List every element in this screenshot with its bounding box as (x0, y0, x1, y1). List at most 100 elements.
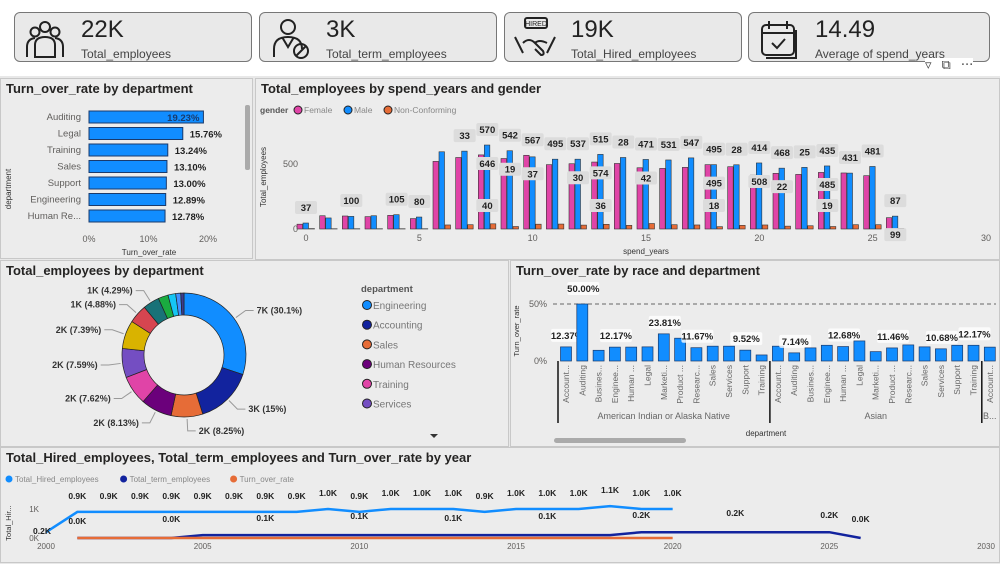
bar[interactable] (89, 177, 166, 189)
bar[interactable] (789, 353, 800, 361)
bar-female[interactable] (365, 217, 371, 229)
bar[interactable] (838, 347, 849, 361)
bar-male[interactable] (711, 165, 717, 229)
bar-non-conforming[interactable] (626, 225, 632, 229)
bar-male[interactable] (824, 166, 830, 229)
bar[interactable] (935, 349, 946, 361)
bar[interactable] (952, 345, 963, 361)
donut-slice[interactable] (184, 293, 246, 375)
legend-marker[interactable] (363, 320, 372, 329)
bar-male[interactable] (620, 158, 626, 230)
bar[interactable] (89, 194, 166, 206)
bar[interactable] (577, 304, 588, 361)
bar-male[interactable] (462, 151, 468, 229)
bar-female[interactable] (456, 158, 462, 230)
filter-icon[interactable]: ▿ (925, 58, 932, 73)
bar-female[interactable] (342, 216, 348, 229)
bar-male[interactable] (439, 152, 445, 229)
bar-non-conforming[interactable] (513, 227, 519, 229)
bar[interactable] (772, 346, 783, 361)
bar[interactable] (724, 346, 735, 361)
bar-non-conforming[interactable] (694, 225, 700, 229)
bar[interactable] (984, 347, 995, 361)
bar-male[interactable] (326, 218, 332, 229)
bar-male[interactable] (394, 215, 400, 229)
bar[interactable] (870, 352, 881, 361)
scrollbar[interactable] (245, 105, 250, 170)
legend-scroll-down-icon[interactable] (430, 434, 438, 438)
bar-non-conforming[interactable] (536, 224, 542, 229)
bar-non-conforming[interactable] (785, 226, 791, 229)
focus-mode-icon[interactable]: ⧉ (942, 58, 951, 73)
bar[interactable] (642, 347, 653, 361)
bar[interactable] (707, 346, 718, 361)
legend-marker[interactable] (363, 399, 372, 408)
bar[interactable] (821, 345, 832, 361)
legend-marker[interactable] (363, 379, 372, 388)
legend-marker[interactable] (363, 301, 372, 310)
bar-non-conforming[interactable] (558, 224, 564, 229)
legend-marker[interactable] (363, 360, 372, 369)
bar[interactable] (561, 347, 572, 361)
bar[interactable] (593, 350, 604, 361)
bar-male[interactable] (779, 168, 785, 229)
bar-female[interactable] (705, 165, 711, 229)
bar-female[interactable] (320, 216, 326, 229)
bar-male[interactable] (552, 159, 558, 229)
bar-male[interactable] (892, 216, 898, 229)
bar-male[interactable] (734, 165, 740, 229)
bar[interactable] (919, 347, 930, 361)
bar-non-conforming[interactable] (490, 224, 496, 229)
bar[interactable] (805, 348, 816, 361)
bar-male[interactable] (598, 154, 604, 229)
bar[interactable] (89, 210, 165, 222)
bar-non-conforming[interactable] (808, 226, 814, 229)
bar[interactable] (89, 161, 167, 173)
bar[interactable] (691, 348, 702, 361)
bar-non-conforming[interactable] (468, 225, 474, 229)
bar-male[interactable] (756, 163, 762, 229)
bar-male[interactable] (847, 173, 853, 229)
bar[interactable] (89, 128, 183, 140)
bar[interactable] (756, 355, 767, 361)
bar[interactable] (658, 334, 669, 361)
bar[interactable] (626, 347, 637, 361)
legend-marker[interactable] (363, 340, 372, 349)
bar-male[interactable] (416, 217, 422, 229)
bar[interactable] (89, 144, 168, 156)
bar-female[interactable] (433, 161, 439, 229)
bar[interactable] (887, 348, 898, 361)
bar-female[interactable] (864, 176, 870, 229)
bar-male[interactable] (643, 159, 649, 229)
bar-non-conforming[interactable] (649, 224, 655, 229)
bar-female[interactable] (682, 167, 688, 229)
bar[interactable] (740, 350, 751, 361)
bar-female[interactable] (524, 155, 530, 229)
more-options-icon[interactable]: ··· (961, 58, 973, 73)
bar[interactable] (609, 347, 620, 361)
bar-female[interactable] (796, 174, 802, 229)
bar-non-conforming[interactable] (717, 227, 723, 229)
bar[interactable] (854, 341, 865, 361)
bar[interactable] (903, 345, 914, 361)
bar-non-conforming[interactable] (604, 224, 610, 229)
bar-male[interactable] (507, 151, 513, 229)
bar-male[interactable] (802, 167, 808, 229)
bar-non-conforming[interactable] (740, 225, 746, 229)
bar-male[interactable] (870, 166, 876, 229)
bar[interactable] (968, 345, 979, 361)
bar-female[interactable] (660, 168, 666, 229)
horizontal-scrollbar[interactable] (554, 438, 686, 443)
bar-female[interactable] (614, 163, 620, 229)
bar-male[interactable] (371, 216, 377, 229)
bar-non-conforming[interactable] (830, 227, 836, 229)
bar-male[interactable] (666, 160, 672, 229)
bar-non-conforming[interactable] (853, 225, 859, 229)
bar-male[interactable] (348, 216, 354, 229)
bar-female[interactable] (546, 165, 552, 229)
bar-non-conforming[interactable] (672, 225, 678, 229)
